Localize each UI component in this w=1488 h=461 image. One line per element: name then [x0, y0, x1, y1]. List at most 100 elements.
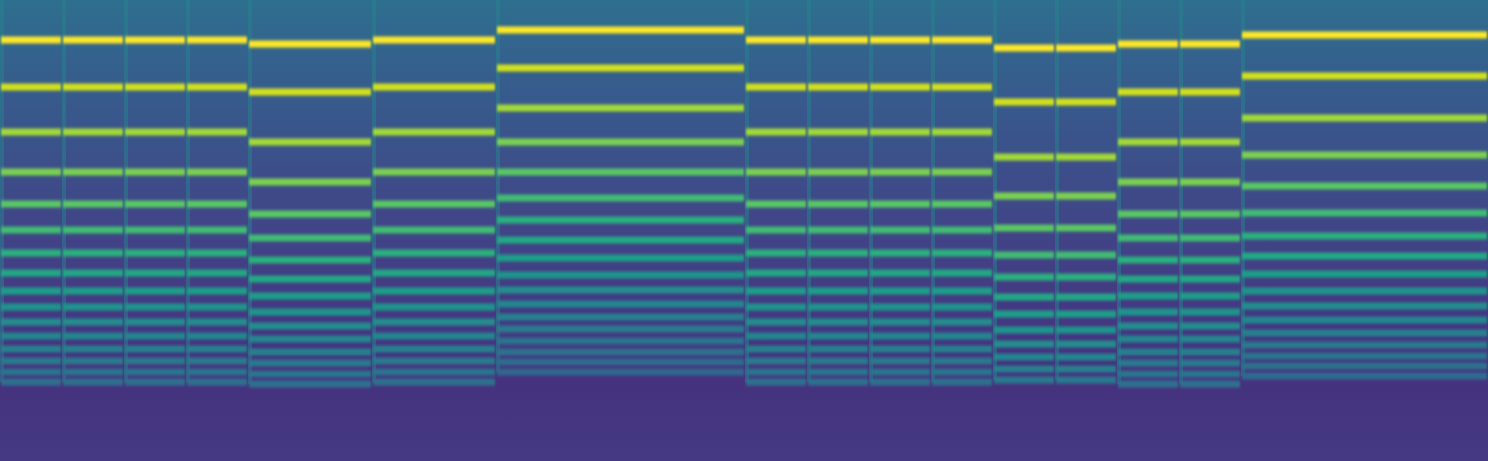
harmonic-line [63, 304, 123, 311]
harmonic-line [1118, 179, 1178, 186]
harmonic-line [1056, 274, 1116, 281]
harmonic-line [373, 250, 495, 257]
harmonic-line [746, 369, 806, 376]
harmonic-line [932, 358, 992, 365]
harmonic-line [932, 346, 992, 353]
harmonic-line [373, 201, 495, 208]
harmonic-line [746, 358, 806, 365]
harmonic-line [870, 304, 930, 311]
harmonic-line [187, 288, 247, 295]
harmonic-line [1, 37, 61, 44]
harmonic-line [187, 169, 247, 176]
harmonic-line [497, 237, 744, 244]
harmonic-line [187, 129, 247, 136]
harmonic-line [125, 333, 185, 340]
harmonic-line [125, 201, 185, 208]
harmonic-line [1056, 154, 1116, 161]
harmonic-line [1242, 330, 1487, 337]
harmonic-line [125, 346, 185, 353]
harmonic-line [746, 201, 806, 208]
harmonic-line [1, 333, 61, 340]
harmonic-line [249, 309, 371, 316]
harmonic-line [932, 288, 992, 295]
harmonic-line [994, 294, 1054, 301]
harmonic-line [63, 358, 123, 365]
note-segment [124, 0, 185, 386]
harmonic-line [1056, 99, 1116, 106]
harmonic-line [870, 129, 930, 136]
harmonic-line [125, 319, 185, 326]
harmonic-line [1118, 336, 1178, 343]
harmonic-line [870, 201, 930, 208]
harmonic-line [1, 84, 61, 91]
harmonic-line [1180, 235, 1240, 242]
harmonic-line [932, 169, 992, 176]
harmonic-line [1, 250, 61, 257]
harmonic-line [187, 358, 247, 365]
note-segment [1117, 0, 1178, 388]
harmonic-line [1056, 366, 1116, 373]
harmonic-line [63, 129, 123, 136]
harmonic-line [1056, 252, 1116, 259]
harmonic-line [746, 379, 806, 386]
harmonic-line [870, 37, 930, 44]
harmonic-line [1, 270, 61, 277]
harmonic-line [994, 252, 1054, 259]
harmonic-line [187, 379, 247, 386]
harmonic-line [187, 346, 247, 353]
harmonic-line [63, 37, 123, 44]
harmonic-line [1, 379, 61, 386]
harmonic-line [1242, 317, 1487, 324]
harmonic-line [746, 37, 806, 44]
harmonic-line [1242, 363, 1487, 370]
plot-area [0, 0, 1488, 461]
harmonic-line [994, 354, 1054, 361]
harmonic-line [497, 359, 744, 366]
harmonic-line [187, 227, 247, 234]
harmonic-line [1118, 323, 1178, 330]
harmonic-line [870, 227, 930, 234]
harmonic-line [1056, 45, 1116, 52]
harmonic-line [497, 65, 744, 72]
harmonic-line [249, 360, 371, 367]
note-segment [807, 0, 868, 386]
harmonic-line [249, 276, 371, 283]
harmonic-line [932, 319, 992, 326]
harmonic-line [249, 41, 371, 48]
harmonic-line [870, 250, 930, 257]
harmonic-line [1180, 257, 1240, 264]
harmonic-line [1180, 360, 1240, 367]
harmonic-line [497, 301, 744, 308]
note-segment [0, 0, 61, 386]
harmonic-line [870, 358, 930, 365]
harmonic-line [63, 288, 123, 295]
harmonic-line [63, 379, 123, 386]
harmonic-line [746, 250, 806, 257]
harmonic-line [932, 369, 992, 376]
harmonic-line [63, 201, 123, 208]
harmonic-line [746, 270, 806, 277]
harmonic-line [870, 288, 930, 295]
harmonic-line [249, 139, 371, 146]
harmonic-line [373, 319, 495, 326]
harmonic-line [373, 270, 495, 277]
harmonic-line [249, 349, 371, 356]
onset [1055, 0, 1059, 380]
harmonic-line [125, 169, 185, 176]
harmonic-line [125, 288, 185, 295]
harmonic-line [1242, 115, 1487, 122]
harmonic-line [1242, 73, 1487, 80]
harmonic-line [808, 84, 868, 91]
harmonic-line [808, 169, 868, 176]
harmonic-line [746, 227, 806, 234]
harmonic-line [187, 37, 247, 44]
harmonic-line [1, 304, 61, 311]
harmonic-line [497, 287, 744, 294]
note-segment [993, 0, 1054, 384]
harmonic-line [125, 227, 185, 234]
harmonic-line [63, 333, 123, 340]
harmonic-line [497, 272, 744, 279]
harmonic-line [994, 193, 1054, 200]
harmonic-line [497, 139, 744, 146]
harmonic-line [373, 333, 495, 340]
